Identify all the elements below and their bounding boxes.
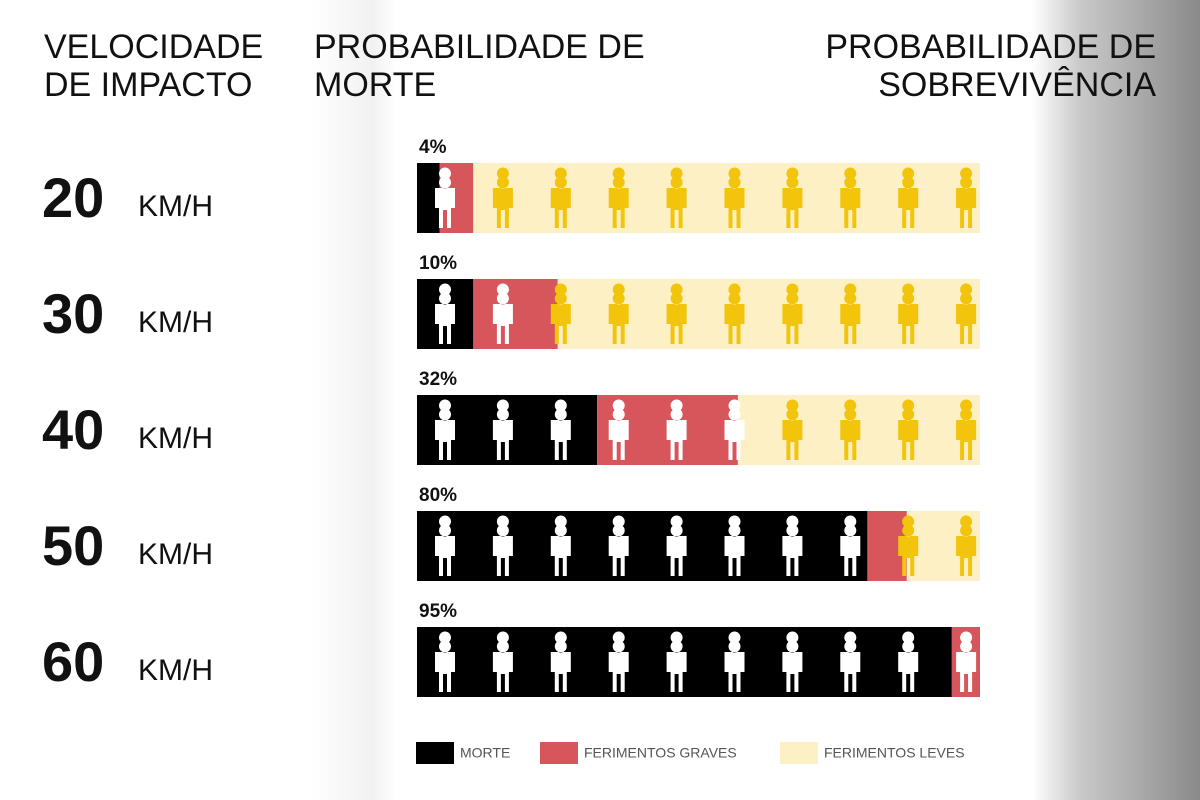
person-icon — [608, 399, 629, 460]
person-icon — [898, 399, 919, 460]
speed-value: 60 — [42, 630, 104, 693]
person-icon — [666, 631, 687, 692]
person-icon — [724, 167, 745, 228]
person-icon — [724, 283, 745, 344]
bar-segment — [473, 279, 558, 349]
person-icon — [608, 167, 629, 228]
person-icon — [898, 631, 919, 692]
person-icon — [435, 631, 455, 692]
person-icon — [550, 283, 571, 344]
header: VELOCIDADE DE IMPACTO — [44, 28, 264, 104]
person-icon — [666, 167, 687, 228]
speed-unit: KM/H — [138, 654, 213, 687]
value-label: 4% — [419, 137, 447, 158]
speed-unit: KM/H — [138, 422, 213, 455]
person-icon — [666, 515, 687, 576]
person-icon — [724, 631, 745, 692]
speed-unit: KM/H — [138, 538, 213, 571]
person-icon — [956, 631, 977, 692]
person-icon — [782, 167, 803, 228]
legend-label: MORTE — [460, 745, 510, 761]
person-icon — [782, 631, 803, 692]
person-icon — [782, 515, 803, 576]
person-icon — [492, 167, 513, 228]
value-label: 32% — [419, 369, 457, 390]
person-icon — [550, 399, 571, 460]
person-icon — [782, 283, 803, 344]
person-icon — [550, 515, 571, 576]
speed-unit: KM/H — [138, 306, 213, 339]
legend-swatch — [540, 742, 578, 764]
value-label: 80% — [419, 485, 457, 506]
bar-segment — [417, 163, 440, 233]
person-icon — [608, 631, 629, 692]
person-icon — [956, 283, 977, 344]
header: PROBABILIDADE DE MORTE — [314, 28, 645, 104]
person-icon — [840, 515, 861, 576]
person-icon — [492, 399, 513, 460]
value-label: 10% — [419, 253, 457, 274]
header: PROBABILIDADE DE SOBREVIVÊNCIA — [825, 28, 1156, 104]
person-icon — [724, 399, 745, 460]
person-icon — [435, 399, 455, 460]
speed-value: 30 — [42, 282, 104, 345]
person-icon — [782, 399, 803, 460]
person-icon — [550, 631, 571, 692]
person-icon — [608, 283, 629, 344]
person-icon — [956, 515, 977, 576]
person-icon — [550, 167, 571, 228]
person-icon — [608, 515, 629, 576]
speed-value: 50 — [42, 514, 104, 577]
person-icon — [724, 515, 745, 576]
person-icon — [840, 283, 861, 344]
speed-unit: KM/H — [138, 190, 213, 223]
speed-value: 40 — [42, 398, 104, 461]
legend-swatch — [780, 742, 818, 764]
person-icon — [898, 167, 919, 228]
legend-label: FERIMENTOS GRAVES — [584, 745, 737, 761]
speed-value: 20 — [42, 166, 104, 229]
person-icon — [666, 283, 687, 344]
person-icon — [840, 399, 861, 460]
person-icon — [840, 631, 861, 692]
person-icon — [898, 283, 919, 344]
person-icon — [435, 515, 455, 576]
person-icon — [492, 631, 513, 692]
person-icon — [435, 283, 455, 344]
legend-label: FERIMENTOS LEVES — [824, 745, 965, 761]
person-icon — [956, 167, 977, 228]
person-icon — [666, 399, 687, 460]
value-label: 95% — [419, 601, 457, 622]
legend-swatch — [416, 742, 454, 764]
person-icon — [956, 399, 977, 460]
person-icon — [435, 167, 455, 228]
person-icon — [898, 515, 919, 576]
person-icon — [492, 283, 513, 344]
person-icon — [840, 167, 861, 228]
person-icon — [492, 515, 513, 576]
